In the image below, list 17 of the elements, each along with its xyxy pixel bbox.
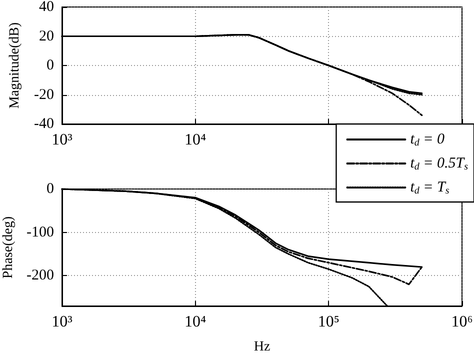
x-tick-label: 10⁵ xyxy=(318,314,340,330)
x-tick-label: 10⁴ xyxy=(184,314,207,330)
x-tick-label: 10⁶ xyxy=(451,314,473,330)
y-tick-label: 40 xyxy=(39,0,54,15)
y-tick-label: 0 xyxy=(46,58,54,74)
y-axis-title: Phase(deg) xyxy=(1,216,16,279)
x-tick-label: 10³ xyxy=(52,132,73,148)
x-axis-title: Hz xyxy=(254,340,270,354)
y-tick-label: 0 xyxy=(46,181,54,197)
x-tick-label: 10⁴ xyxy=(184,132,207,148)
y-tick-label: -200 xyxy=(26,268,54,284)
x-tick-label: 10³ xyxy=(52,314,73,330)
y-axis-title: Magnitude(dB) xyxy=(8,22,22,109)
y-tick-label: -40 xyxy=(34,116,54,132)
y-tick-label: 20 xyxy=(39,28,54,44)
y-tick-label: -20 xyxy=(34,86,54,103)
y-tick-label: -100 xyxy=(26,224,54,240)
